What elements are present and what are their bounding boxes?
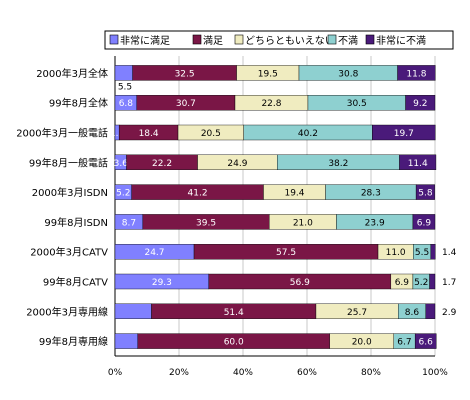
bar-segment — [429, 273, 436, 290]
category-label: 2000年3月CATV — [30, 246, 108, 259]
bar-value-label: 5.2 — [414, 278, 428, 288]
category-label: 99年8月CATV — [43, 276, 108, 289]
legend: 非常に満足 満足 どちらともいえない 不満 非常に不満 — [104, 30, 454, 50]
bar-segment — [399, 154, 437, 171]
bar-value-label: 6.6 — [419, 338, 434, 348]
bar-value-label: 11.4 — [408, 159, 428, 169]
bar-segment — [430, 243, 436, 260]
bar-segment — [114, 303, 152, 319]
category-label: 2000年3月一般電話 — [16, 127, 108, 140]
category-label: 99年8月一般電話 — [29, 156, 108, 169]
bar-value-label: 19.5 — [258, 69, 278, 79]
outside-value-label: 1.7 — [442, 278, 456, 288]
bar-value-label: 11.8 — [406, 69, 426, 79]
legend-swatch — [234, 34, 244, 45]
bar-value-label: 5.5 — [415, 248, 429, 258]
legend-label: 非常に不満 — [376, 34, 426, 47]
x-axis-tick-labels: 0% 20% 40% 60% 80% 100% — [108, 368, 448, 378]
bar-value-label: 5.2 — [116, 189, 130, 199]
outside-value-labels: 5.5 1.4 1.7 2.9 — [118, 82, 457, 317]
bar-value-label: 11.0 — [386, 248, 406, 258]
bar-value-label: 40.2 — [298, 129, 318, 139]
bar-value-label: 19.4 — [284, 189, 304, 199]
bar-value-label: 24.9 — [227, 159, 247, 169]
bar-value-label: 22.2 — [152, 159, 172, 169]
bar-value-label: 56.9 — [290, 278, 310, 288]
bar-value-label: 24.7 — [144, 248, 164, 258]
x-tick-label: 80% — [361, 368, 381, 378]
category-label: 99年8月専用線 — [39, 335, 108, 348]
legend-label: 満足 — [203, 35, 223, 47]
outside-value-label: 2.9 — [442, 308, 457, 318]
category-label: 2000年3月ISDN — [32, 186, 108, 199]
bar-segment — [425, 303, 436, 319]
bar-value-label: 1.3 — [110, 129, 124, 139]
bar-value-label: 30.5 — [347, 99, 367, 109]
bar-segment — [414, 333, 437, 349]
bar-value-label: 6.8 — [119, 99, 134, 109]
legend-swatch — [365, 34, 375, 45]
legend-label: 非常に満足 — [120, 34, 170, 47]
x-tick-label: 0% — [108, 368, 123, 378]
bar-value-label: 23.9 — [365, 218, 385, 228]
outside-value-label: 1.4 — [442, 248, 457, 258]
category-label: 2000年3月専用線 — [26, 305, 108, 318]
bar-value-label: 8.7 — [122, 218, 136, 228]
bar-segment — [415, 184, 435, 200]
bar-value-label: 22.8 — [261, 99, 281, 109]
bar-value-label: 38.2 — [328, 159, 348, 169]
legend-swatch — [327, 34, 337, 45]
bar-segment — [397, 65, 436, 81]
legend-label: 不満 — [338, 35, 358, 47]
x-tick-label: 20% — [169, 368, 189, 378]
bar-value-label: 5.8 — [418, 189, 433, 199]
bar-value-label: 57.5 — [276, 248, 296, 258]
bar-value-label: 9.2 — [413, 99, 427, 109]
x-tick-label: 100% — [422, 368, 448, 378]
bar-value-label: 30.7 — [176, 99, 196, 109]
bar-value-label: 8.6 — [405, 308, 420, 318]
bar-value-label: 19.7 — [394, 129, 414, 139]
bar-segment — [114, 65, 133, 81]
bar-value-label: 41.2 — [188, 189, 208, 199]
bar-value-label: 39.5 — [196, 218, 216, 228]
outside-value-label: 5.5 — [118, 82, 132, 92]
bar-value-label: 3.6 — [114, 159, 129, 169]
category-labels: 2000年3月全体 99年8月全体 2000年3月一般電話 99年8月一般電話 2000… — [16, 67, 108, 348]
bar-value-label: 25.7 — [347, 308, 367, 318]
bar-segment — [372, 124, 436, 141]
bar-segment — [114, 333, 138, 349]
bars: 32.5 19.5 30.8 11.8 6.8 30.7 22.8 30.5 9.2 1.3 18.… — [110, 65, 437, 349]
category-label: 99年8月全体 — [49, 97, 108, 110]
bar-value-label: 30.8 — [338, 69, 358, 79]
bar-value-label: 28.3 — [361, 189, 381, 199]
bar-value-label: 6.7 — [397, 338, 411, 348]
category-label: 2000年3月全体 — [36, 67, 108, 80]
bar-value-label: 20.5 — [201, 129, 221, 139]
bar-value-label: 6.9 — [417, 218, 432, 228]
bar-value-label: 60.0 — [224, 338, 244, 348]
bar-value-label: 51.4 — [224, 308, 244, 318]
bar-value-label: 21.0 — [293, 218, 313, 228]
x-tick-label: 60% — [297, 368, 317, 378]
legend-swatch — [192, 34, 202, 45]
bar-segment — [412, 214, 436, 230]
bar-segment — [405, 94, 436, 111]
bar-value-label: 20.0 — [352, 338, 372, 348]
x-tick-label: 40% — [233, 368, 253, 378]
bar-value-label: 6.9 — [395, 278, 410, 288]
legend-swatch — [109, 34, 119, 45]
bar-value-label: 32.5 — [175, 69, 195, 79]
bar-value-label: 18.4 — [139, 129, 159, 139]
bar-value-label: 29.3 — [152, 278, 172, 288]
category-label: 99年8月ISDN — [44, 216, 108, 229]
legend-label: どちらともいえない — [245, 35, 335, 47]
